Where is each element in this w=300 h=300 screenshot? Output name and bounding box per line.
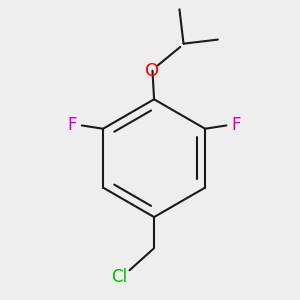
Text: F: F [231,116,241,134]
Text: O: O [146,62,160,80]
Text: Cl: Cl [111,268,127,286]
Text: F: F [67,116,77,134]
